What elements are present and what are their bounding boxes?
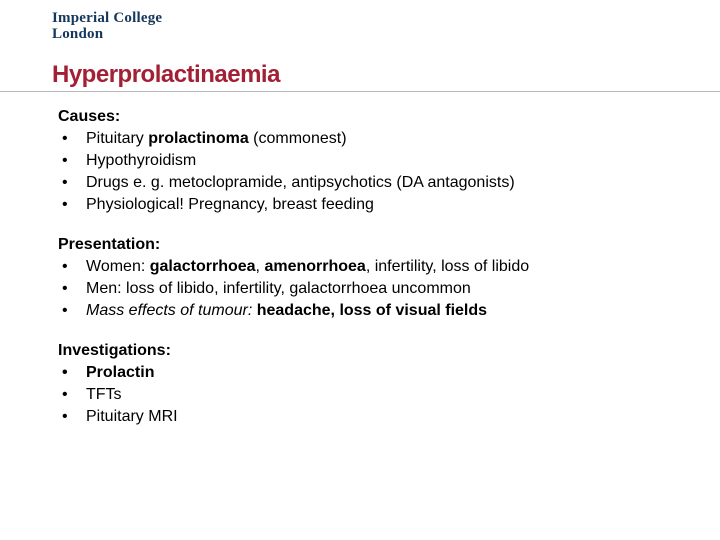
- list-item: Pituitary prolactinoma (commonest): [58, 130, 680, 148]
- logo-line-2: London: [52, 26, 720, 43]
- causes-heading-colon: :: [115, 108, 120, 125]
- list-item: Drugs e. g. metoclopramide, antipsychoti…: [58, 174, 680, 192]
- text-seg: Women:: [86, 258, 150, 275]
- presentation-heading: Presentation:: [58, 236, 680, 254]
- list-item: Hypothyroidism: [58, 152, 680, 170]
- text-bold: galactorrhoea: [150, 258, 256, 275]
- list-item: Women: galactorrhoea, amenorrhoea, infer…: [58, 258, 680, 276]
- text-italic: Mass effects of tumour:: [86, 302, 257, 319]
- investigations-list: Prolactin TFTs Pituitary MRI: [58, 364, 680, 426]
- causes-list: Pituitary prolactinoma (commonest) Hypot…: [58, 130, 680, 214]
- list-item: Mass effects of tumour: headache, loss o…: [58, 302, 680, 320]
- investigations-heading: Investigations:: [58, 342, 680, 360]
- text-seg: (commonest): [249, 130, 347, 147]
- list-item: TFTs: [58, 386, 680, 404]
- list-item: Men: loss of libido, infertility, galact…: [58, 280, 680, 298]
- text-bold: prolactinoma: [148, 130, 248, 147]
- list-item: Physiological! Pregnancy, breast feeding: [58, 196, 680, 214]
- slide-title: Hyperprolactinaemia: [52, 61, 720, 89]
- causes-heading: Causes:: [58, 108, 680, 126]
- logo-block: Imperial College London: [0, 0, 720, 43]
- content-region: Causes: Pituitary prolactinoma (commones…: [0, 92, 720, 426]
- text-bold: headache, loss of visual fields: [257, 302, 487, 319]
- logo-line-1: Imperial College: [52, 10, 720, 27]
- title-region: Hyperprolactinaemia: [0, 43, 720, 92]
- causes-heading-text: Causes: [58, 108, 115, 125]
- list-item: Pituitary MRI: [58, 408, 680, 426]
- text-seg: , infertility, loss of libido: [366, 258, 529, 275]
- list-item: Prolactin: [58, 364, 680, 382]
- text-bold: amenorrhoea: [264, 258, 365, 275]
- text-seg: Pituitary: [86, 130, 148, 147]
- presentation-list: Women: galactorrhoea, amenorrhoea, infer…: [58, 258, 680, 320]
